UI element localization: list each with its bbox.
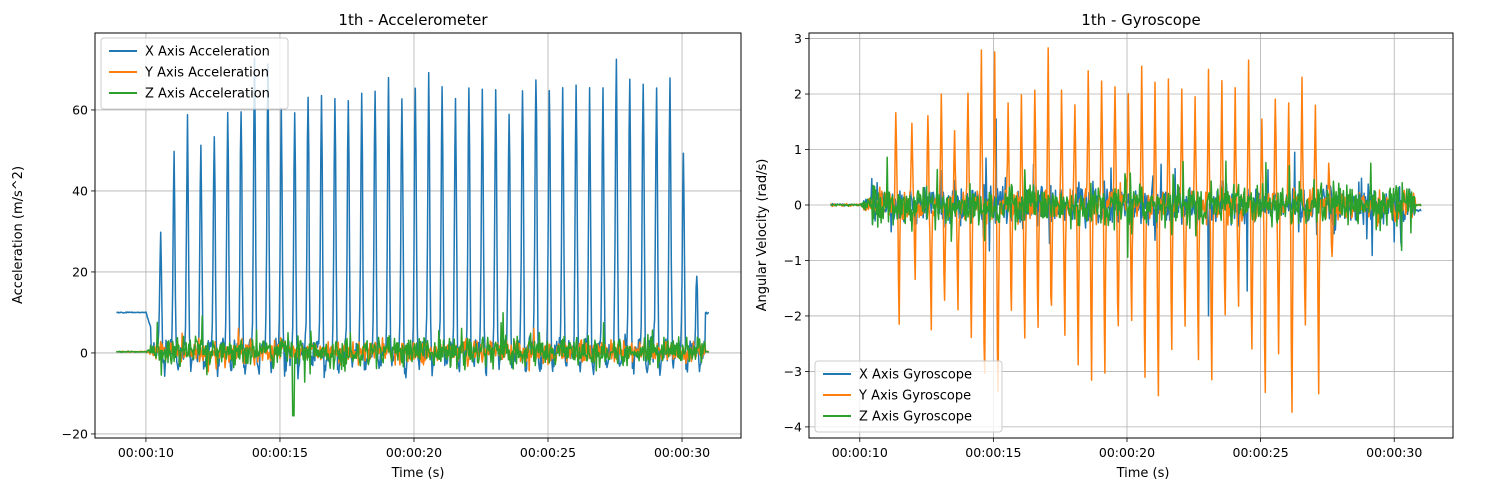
gyroscope-series bbox=[829, 47, 1422, 413]
legend-entry: X Axis Acceleration bbox=[145, 45, 270, 60]
accelerometer-series bbox=[115, 57, 710, 417]
x-tick-label: 00:00:15 bbox=[252, 445, 308, 460]
x-tick-label: 00:00:15 bbox=[965, 445, 1021, 460]
x-tick-label: 00:00:30 bbox=[654, 445, 710, 460]
accelerometer-x-axis-label: Time (s) bbox=[391, 466, 445, 481]
gyroscope-x-axis-label: Time (s) bbox=[1116, 466, 1170, 481]
legend-box bbox=[100, 37, 289, 110]
gyroscope-plot-area bbox=[808, 32, 1454, 439]
y-tick-label: 2 bbox=[794, 87, 802, 102]
gyroscope-title: 1th - Gyroscope bbox=[1081, 11, 1200, 29]
gyroscope-chart: 1th - Gyroscope 00:00:10 00:00:15 00:00:20… bbox=[755, 11, 1454, 481]
gyroscope-series-line bbox=[829, 47, 1422, 413]
legend-entry: Z Axis Acceleration bbox=[145, 87, 270, 102]
y-tick-label: −4 bbox=[784, 419, 802, 434]
gyroscope-legend: X Axis Gyroscope Y Axis Gyroscope Z Axis G… bbox=[814, 360, 1003, 433]
accelerometer-legend: X Axis Acceleration Y Axis Acceleration Z … bbox=[100, 37, 289, 110]
accelerometer-series-line bbox=[115, 312, 710, 417]
y-tick-label: 60 bbox=[72, 102, 88, 117]
x-tick-label: 00:00:10 bbox=[118, 445, 174, 460]
accelerometer-ticks: 00:00:10 00:00:15 00:00:20 00:00:25 00:00:30… bbox=[62, 102, 711, 460]
x-tick-label: 00:00:25 bbox=[1233, 445, 1289, 460]
y-tick-label: 20 bbox=[72, 264, 88, 279]
x-tick-label: 00:00:25 bbox=[520, 445, 576, 460]
y-tick-label: −2 bbox=[784, 308, 802, 323]
legend-entry: Z Axis Gyroscope bbox=[859, 410, 972, 425]
gyroscope-ticks: 00:00:10 00:00:15 00:00:20 00:00:25 00:00:30… bbox=[784, 31, 1423, 460]
x-tick-label: 00:00:20 bbox=[1099, 445, 1155, 460]
y-tick-label: 1 bbox=[794, 142, 802, 157]
accelerometer-chart: 1th - Accelerometer 00:00:10 00:00:15 00:0… bbox=[11, 11, 742, 481]
y-tick-label: 0 bbox=[794, 197, 802, 212]
gyroscope-y-axis-label: Angular Velocity (rad/s) bbox=[755, 159, 770, 312]
y-tick-label: 0 bbox=[80, 345, 88, 360]
accelerometer-y-axis-label: Acceleration (m/s^2) bbox=[11, 166, 26, 304]
x-tick-label: 00:00:30 bbox=[1366, 445, 1422, 460]
accelerometer-title: 1th - Accelerometer bbox=[338, 11, 488, 29]
legend-box bbox=[814, 360, 1003, 433]
y-tick-label: −20 bbox=[62, 426, 88, 441]
legend-entry: Y Axis Gyroscope bbox=[858, 389, 971, 404]
y-tick-label: 3 bbox=[794, 31, 802, 46]
accelerometer-plot-area bbox=[94, 32, 742, 439]
x-tick-label: 00:00:10 bbox=[832, 445, 888, 460]
y-tick-label: −3 bbox=[784, 364, 802, 379]
y-tick-label: −1 bbox=[784, 253, 802, 268]
x-tick-label: 00:00:20 bbox=[386, 445, 442, 460]
gyroscope-series-line bbox=[830, 156, 1422, 259]
legend-entry: Y Axis Acceleration bbox=[144, 66, 269, 81]
y-tick-label: 40 bbox=[72, 183, 88, 198]
legend-entry: X Axis Gyroscope bbox=[859, 368, 972, 383]
